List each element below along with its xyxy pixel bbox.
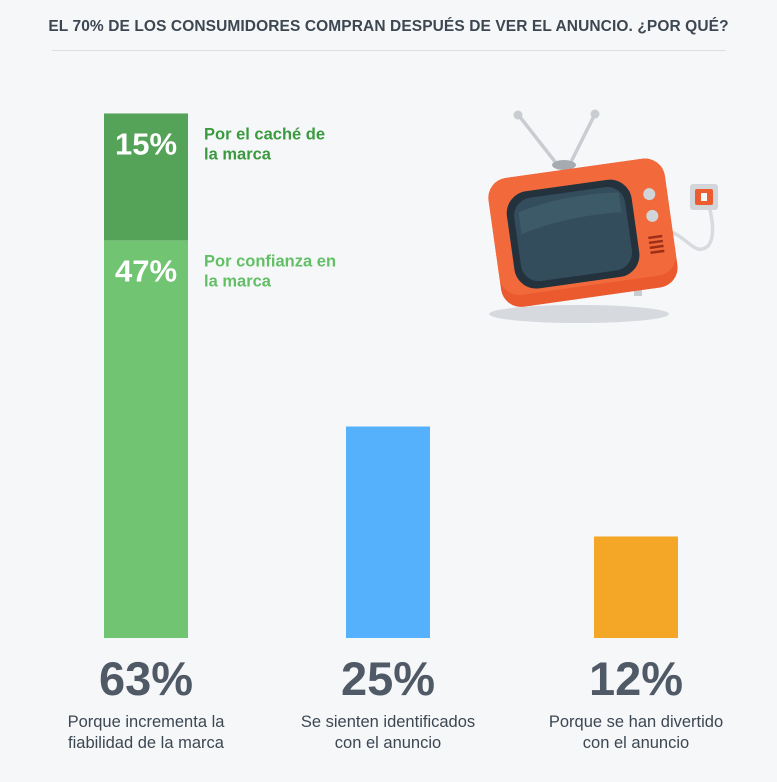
bar-porque-se-han-divertido-con-el-anuncio bbox=[594, 536, 678, 638]
segment-description-label: Por el caché de bbox=[204, 125, 325, 143]
title-divider bbox=[52, 50, 726, 51]
segment-value-label: 15% bbox=[115, 126, 177, 161]
chart-title: EL 70% DE LOS CONSUMIDORES COMPRAN DESPU… bbox=[48, 18, 729, 35]
category-label: Se sienten identificados bbox=[301, 713, 475, 731]
category-label: fiabilidad de la marca bbox=[68, 734, 225, 752]
category-label: con el anuncio bbox=[335, 734, 441, 752]
category-label: Porque incrementa la bbox=[68, 713, 226, 731]
bar-value-label: 63% bbox=[99, 652, 193, 705]
segment-value-label: 47% bbox=[115, 253, 177, 288]
segment-description-label: la marca bbox=[204, 145, 272, 163]
category-label: con el anuncio bbox=[583, 734, 689, 752]
category-label: Porque se han divertido bbox=[549, 713, 723, 731]
retro-tv-icon bbox=[488, 109, 718, 323]
segment-description-label: la marca bbox=[204, 272, 272, 290]
bar-segment-por-el-cache-de-la-marca bbox=[104, 113, 188, 241]
segment-description-label: Por confianza en bbox=[204, 252, 336, 270]
bar-segment-por-confianza-en-la-marca bbox=[104, 240, 188, 638]
wall-socket-icon bbox=[690, 184, 718, 210]
bar-value-label: 12% bbox=[589, 652, 683, 705]
bar-se-sienten-identificados-con-el-anuncio bbox=[346, 426, 430, 638]
bar-value-label: 25% bbox=[341, 652, 435, 705]
